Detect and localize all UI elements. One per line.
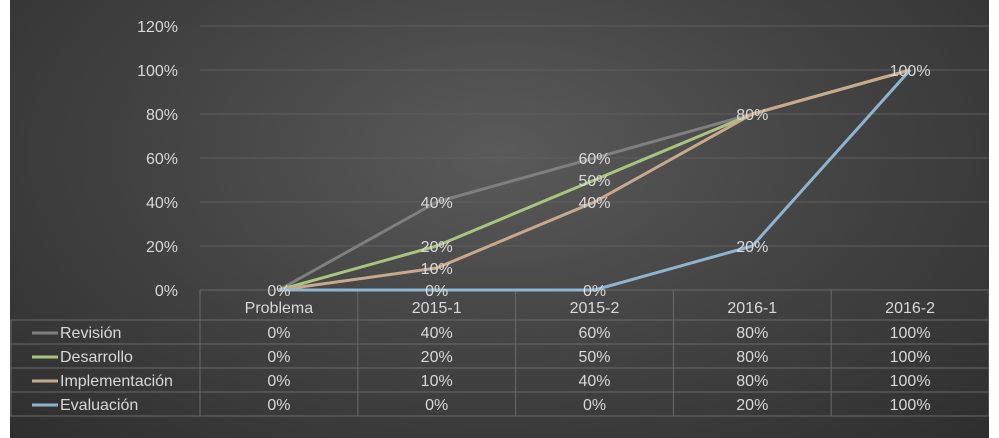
- y-tick-label: 40%: [146, 195, 178, 212]
- gridlines: [200, 25, 989, 247]
- table-cell: 20%: [736, 397, 768, 414]
- table-cell: 100%: [890, 349, 931, 366]
- data-label: 40%: [578, 195, 610, 212]
- y-tick-label: 80%: [146, 107, 178, 124]
- table-cell: 0%: [425, 397, 448, 414]
- x-category-label: Problema: [245, 300, 314, 317]
- x-category-label: 2015-2: [570, 300, 620, 317]
- series-name: Revisión: [60, 325, 121, 342]
- x-category-label: 2016-1: [727, 300, 777, 317]
- data-label: 0%: [267, 283, 290, 300]
- x-category-label: 2016-2: [885, 300, 935, 317]
- data-label: 10%: [421, 261, 453, 278]
- table-cell: 0%: [267, 373, 290, 390]
- table-cell: 50%: [578, 349, 610, 366]
- table-cell: 80%: [736, 349, 768, 366]
- data-label: 40%: [421, 195, 453, 212]
- data-table: Problema 2015-1 2015-2 2016-1 2016-2 Revisión…: [10, 289, 989, 417]
- data-label: 80%: [736, 107, 768, 124]
- data-label: 50%: [578, 173, 610, 190]
- series-name: Evaluación: [60, 397, 138, 414]
- series-line: [278, 68, 911, 292]
- y-axis: 0% 20% 40% 60% 80% 100% 120%: [137, 19, 178, 300]
- y-tick-label: 0%: [155, 283, 178, 300]
- series-line: [278, 68, 912, 292]
- data-label: 0%: [425, 283, 448, 300]
- series-lines: [278, 68, 912, 292]
- table-cell: 100%: [890, 325, 931, 342]
- data-label: 20%: [421, 239, 453, 256]
- table-cell: 80%: [736, 373, 768, 390]
- table-cell: 0%: [267, 397, 290, 414]
- data-labels: 0% 40% 60% 80% 100% 20% 50% 10% 40% 0% 0% 20%: [267, 63, 930, 300]
- table-cell: 20%: [421, 349, 453, 366]
- data-label: 100%: [890, 63, 931, 80]
- y-tick-label: 120%: [137, 19, 178, 36]
- table-cell: 80%: [736, 325, 768, 342]
- table-cell: 10%: [421, 373, 453, 390]
- table-cell: 40%: [421, 325, 453, 342]
- table-cell: 100%: [890, 373, 931, 390]
- line-chart: 0% 20% 40% 60% 80% 100% 120% Problema 2015-1 201…: [10, 19, 989, 417]
- chart-area: 0% 20% 40% 60% 80% 100% 120% Problema 2015-1 201…: [10, 0, 989, 438]
- data-label: 20%: [736, 239, 768, 256]
- table-cell: 40%: [578, 373, 610, 390]
- y-tick-label: 20%: [146, 239, 178, 256]
- table-cell: 60%: [578, 325, 610, 342]
- table-cell: 0%: [583, 397, 606, 414]
- y-tick-label: 100%: [137, 63, 178, 80]
- table-cell: 0%: [267, 349, 290, 366]
- table-cell: 100%: [890, 397, 931, 414]
- data-label: 0%: [583, 283, 606, 300]
- x-category-label: 2015-1: [412, 300, 462, 317]
- y-tick-label: 60%: [146, 151, 178, 168]
- data-label: 60%: [578, 151, 610, 168]
- series-name: Implementación: [60, 373, 173, 390]
- table-cell: 0%: [267, 325, 290, 342]
- series-name: Desarrollo: [60, 349, 133, 366]
